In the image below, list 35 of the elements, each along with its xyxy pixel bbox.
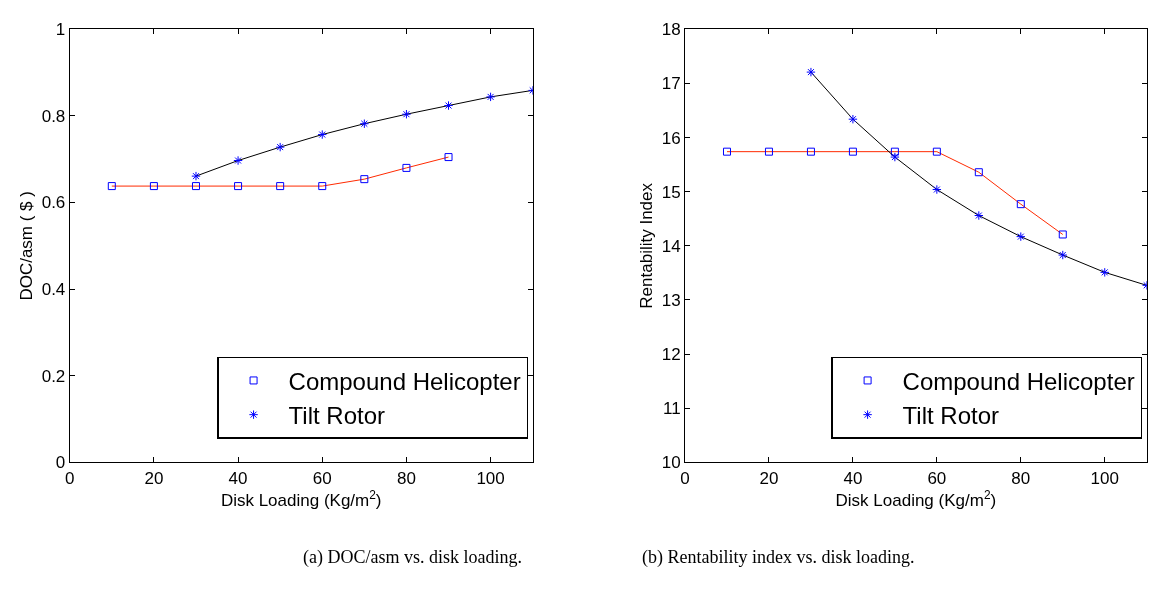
x-tick-label: 80 — [1011, 468, 1031, 488]
x-tick-label: 20 — [144, 468, 164, 488]
y-tick-label: 14 — [661, 236, 681, 256]
text: (b) Rentability index vs. disk loading. — [642, 547, 915, 568]
x-tick-label: 60 — [927, 468, 947, 488]
y-tick-label: 16 — [661, 128, 681, 148]
x-tick-label: 100 — [1090, 468, 1119, 488]
text: (a) DOC/asm vs. disk loading. — [303, 547, 522, 568]
x-tick-label: 80 — [396, 468, 416, 488]
x-tick-label: 100 — [476, 468, 505, 488]
legend-label: Compound Helicopter — [288, 367, 521, 395]
x-tick-label: 40 — [228, 468, 248, 488]
y-tick-label: 10 — [661, 453, 681, 473]
y-tick-label: 0.2 — [41, 366, 66, 386]
y-tick-label: 1 — [55, 20, 66, 40]
y-tick-label: 12 — [661, 345, 681, 365]
y-tick-label: 13 — [661, 290, 681, 310]
x-tick-label: 60 — [312, 468, 332, 488]
legend-label: Compound Helicopter — [902, 367, 1135, 395]
y-tick-label: 0.4 — [41, 280, 66, 300]
x-axis-title: Disk Loading (Kg/m$^{2}$) — [220, 487, 382, 510]
y-tick-label: 0 — [55, 453, 66, 473]
y-axis-title: DOC/asm ( $ ) — [17, 191, 37, 301]
y-tick-label: 18 — [661, 20, 681, 40]
y-tick-label: 0.6 — [41, 193, 66, 213]
y-axis-title: Rentability Index — [637, 182, 657, 309]
legend-label: Tilt Rotor — [902, 402, 1000, 430]
legend-label: Tilt Rotor — [288, 402, 386, 430]
x-tick-label: 40 — [843, 468, 863, 488]
y-tick-label: 11 — [662, 399, 681, 419]
x-tick-label: 20 — [759, 468, 779, 488]
y-tick-label: 0.8 — [41, 106, 66, 126]
y-tick-label: 15 — [661, 182, 681, 202]
y-tick-label: 17 — [661, 74, 681, 94]
x-axis-title: Disk Loading (Kg/m$^{2}$) — [835, 487, 997, 510]
